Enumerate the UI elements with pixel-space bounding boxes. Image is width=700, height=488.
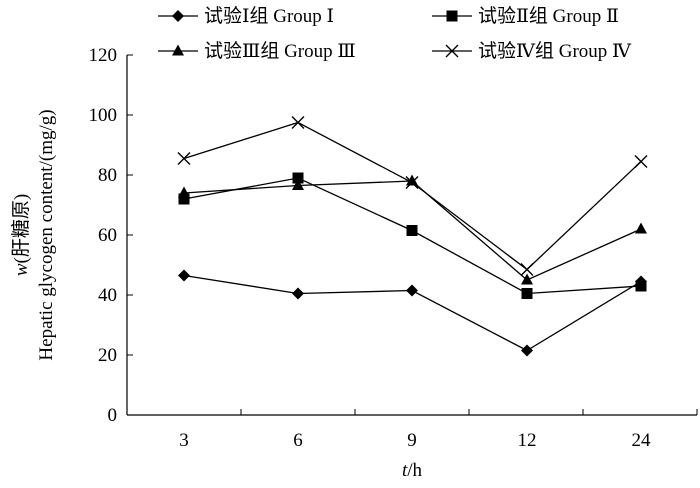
series-4 bbox=[178, 117, 647, 276]
legend-item: 试验Ⅱ组 Group Ⅱ bbox=[432, 5, 619, 27]
legend-item: 试验Ⅳ组 Group Ⅳ bbox=[432, 40, 632, 62]
x-tick-label: 3 bbox=[179, 430, 189, 451]
y-tick-label: 80 bbox=[98, 165, 117, 186]
line-chart: 试验Ⅰ组 Group Ⅰ 试验Ⅱ组 Group Ⅱ 试验Ⅲ组 Group Ⅲ 试验Ⅳ组… bbox=[0, 0, 700, 488]
series-1 bbox=[178, 270, 647, 357]
legend-item: 试验Ⅰ组 Group Ⅰ bbox=[158, 5, 334, 27]
x-axis-unit: /h bbox=[407, 460, 422, 481]
y-tick-label: 0 bbox=[108, 405, 118, 426]
y-tick-label: 40 bbox=[98, 285, 117, 306]
y-tick-label: 20 bbox=[98, 345, 117, 366]
legend-marker-triangle bbox=[172, 45, 184, 56]
data-point-cross bbox=[178, 153, 190, 165]
data-point-square bbox=[522, 288, 533, 299]
data-point-diamond bbox=[521, 345, 533, 357]
y-axis-cn: (肝糖原) bbox=[10, 194, 32, 264]
data-point-cross bbox=[635, 156, 647, 168]
legend-label: 试验Ⅰ组 Group Ⅰ bbox=[204, 5, 334, 27]
data-point-triangle bbox=[521, 274, 533, 285]
legend-marker-square bbox=[447, 11, 458, 22]
y-axis-var: w bbox=[11, 263, 32, 276]
data-point-square bbox=[636, 281, 647, 292]
series-2 bbox=[179, 173, 647, 300]
legend: 试验Ⅰ组 Group Ⅰ 试验Ⅱ组 Group Ⅱ 试验Ⅲ组 Group Ⅲ 试验Ⅳ组… bbox=[158, 5, 632, 62]
x-tick-label: 12 bbox=[518, 430, 537, 451]
legend-marker-diamond bbox=[172, 10, 184, 22]
y-tick-label: 100 bbox=[89, 105, 118, 126]
data-point-diamond bbox=[292, 288, 304, 300]
data-point-diamond bbox=[178, 270, 190, 282]
y-axis-title-line2: Hepatic glycogen content/(mg/g) bbox=[36, 109, 57, 360]
data-point-triangle bbox=[635, 223, 647, 234]
x-axis-title: t/h bbox=[402, 460, 423, 481]
data-point-cross bbox=[292, 117, 304, 129]
series-group bbox=[178, 117, 647, 357]
y-ticks: 0 20 40 60 80 100 120 bbox=[89, 45, 134, 426]
legend-label: 试验Ⅱ组 Group Ⅱ bbox=[478, 5, 619, 27]
y-tick-label: 60 bbox=[98, 225, 117, 246]
data-point-diamond bbox=[406, 285, 418, 297]
legend-label: 试验Ⅳ组 Group Ⅳ bbox=[478, 40, 632, 62]
legend-item: 试验Ⅲ组 Group Ⅲ bbox=[158, 40, 356, 62]
data-point-square bbox=[407, 225, 418, 236]
x-tick-label: 6 bbox=[293, 430, 303, 451]
x-tick-label: 9 bbox=[407, 430, 417, 451]
data-point-triangle bbox=[178, 187, 190, 198]
legend-label: 试验Ⅲ组 Group Ⅲ bbox=[204, 40, 356, 62]
y-tick-label: 120 bbox=[89, 45, 118, 66]
series-line bbox=[184, 123, 641, 270]
y-axis-title-line1: w(肝糖原) bbox=[10, 194, 32, 276]
x-tick-label: 24 bbox=[632, 430, 652, 451]
